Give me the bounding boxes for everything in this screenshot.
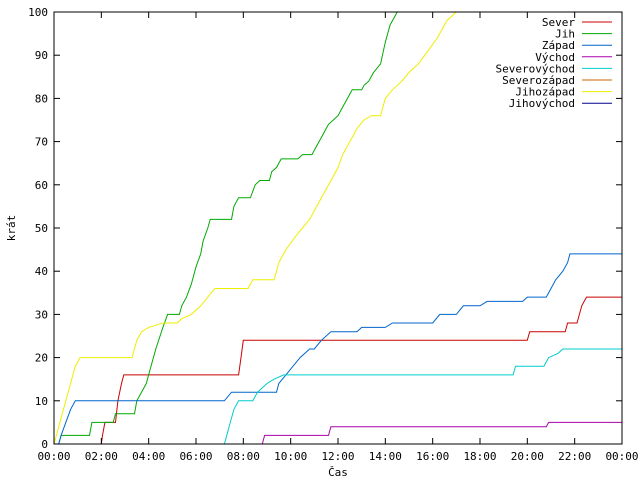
legend-label: Jih bbox=[555, 28, 575, 41]
legend-label: Východ bbox=[535, 51, 575, 64]
x-axis-title: Čas bbox=[328, 466, 348, 479]
x-tick-label: 00:00 bbox=[605, 450, 638, 463]
y-tick-label: 20 bbox=[35, 352, 48, 365]
legend: SeverJihZápadVýchodSeverovýchodSeverozáp… bbox=[496, 16, 612, 110]
legend-label: Severovýchod bbox=[496, 62, 575, 75]
y-axis: 0 10 20 30 40 50 60 70 80 90 100 bbox=[28, 6, 622, 451]
series-line-severovýchod bbox=[223, 348, 622, 445]
x-axis: 00:00 02:00 04:00 06:00 08:00 10:00 12:00 14:00… bbox=[37, 12, 639, 463]
y-tick-label: 90 bbox=[35, 49, 48, 62]
y-tick-label: 100 bbox=[28, 6, 48, 19]
x-tick-label: 14:00 bbox=[369, 450, 402, 463]
x-tick-label: 00:00 bbox=[37, 450, 70, 463]
x-tick-label: 18:00 bbox=[463, 450, 496, 463]
y-tick-label: 50 bbox=[35, 222, 48, 235]
y-tick-label: 0 bbox=[41, 438, 48, 451]
legend-label: Západ bbox=[542, 39, 575, 52]
y-tick-label: 80 bbox=[35, 92, 48, 105]
legend-label: Severozápad bbox=[502, 74, 575, 87]
series-line-západ bbox=[54, 253, 622, 445]
y-tick-label: 60 bbox=[35, 179, 48, 192]
series-line-východ bbox=[261, 421, 622, 445]
y-tick-label: 10 bbox=[35, 395, 48, 408]
legend-label: Sever bbox=[542, 16, 575, 29]
legend-label: Jihovýchod bbox=[509, 97, 575, 110]
x-tick-label: 10:00 bbox=[274, 450, 307, 463]
y-tick-label: 70 bbox=[35, 136, 48, 149]
x-tick-label: 04:00 bbox=[132, 450, 165, 463]
series-line-jih bbox=[54, 11, 398, 445]
x-tick-label: 02:00 bbox=[85, 450, 118, 463]
x-tick-label: 12:00 bbox=[321, 450, 354, 463]
series-line-sever bbox=[100, 296, 622, 445]
x-tick-label: 08:00 bbox=[227, 450, 260, 463]
y-tick-label: 40 bbox=[35, 265, 48, 278]
x-tick-label: 06:00 bbox=[179, 450, 212, 463]
x-tick-label: 16:00 bbox=[416, 450, 449, 463]
series-line-jihozápad bbox=[53, 11, 457, 445]
y-tick-label: 30 bbox=[35, 308, 48, 321]
x-tick-label: 20:00 bbox=[511, 450, 544, 463]
y-axis-title: krát bbox=[5, 215, 18, 242]
plot-series-group bbox=[53, 11, 622, 445]
legend-label: Jihozápad bbox=[515, 86, 575, 99]
x-tick-label: 22:00 bbox=[558, 450, 591, 463]
